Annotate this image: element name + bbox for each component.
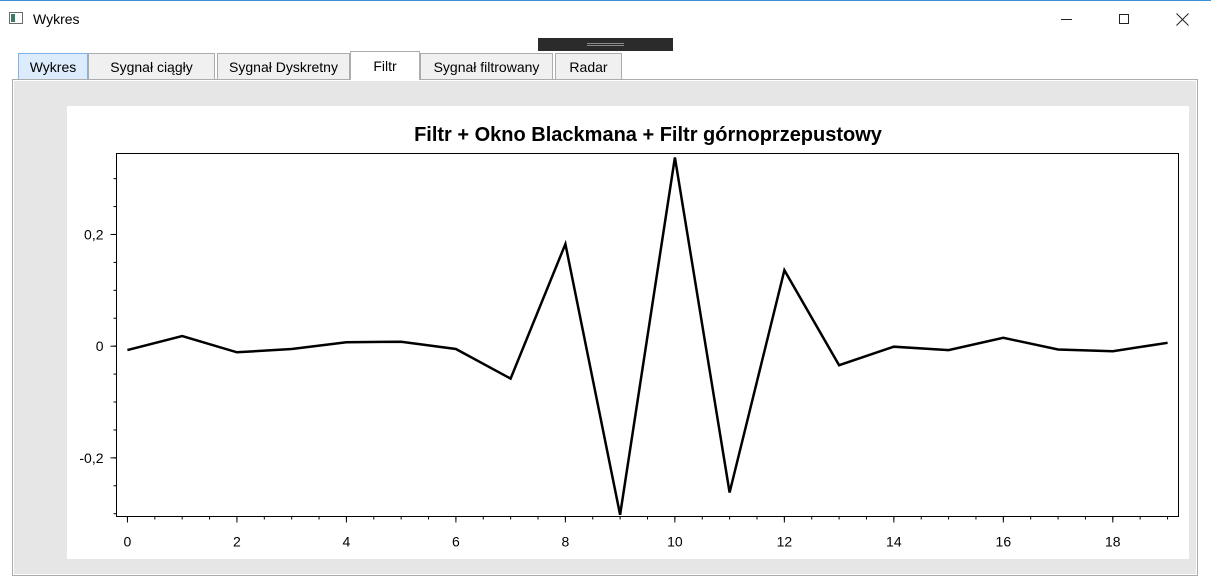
drag-grip-handle[interactable] [538,38,673,51]
minimize-icon [1060,18,1072,20]
tab-sygnal-filtrowany[interactable]: Sygnał filtrowany [420,53,553,79]
tab-label: Radar [569,58,608,75]
x-tick-label: 2 [233,534,241,550]
tab-sygnal-ciagly[interactable]: Sygnał ciągły [88,53,215,79]
maximize-button[interactable] [1095,1,1153,37]
tab-label: Sygnał ciągły [110,58,193,75]
series-group [127,157,1168,516]
tab-label: Wykres [29,58,77,75]
tab-strip: Wykres Sygnał ciągły Sygnał Dyskretny Fi… [0,51,1211,80]
tab-label: Filtr [373,58,397,74]
tab-wykres[interactable]: Wykres [18,53,88,79]
tab-sygnal-dyskretny[interactable]: Sygnał Dyskretny [217,53,350,79]
tab-radar[interactable]: Radar [555,53,622,79]
app-window-icon [9,12,23,24]
x-tick-label: 14 [886,534,902,550]
x-tick-label: 16 [996,534,1012,550]
minimize-button[interactable] [1037,1,1095,37]
y-tick-label: -0,2 [79,450,103,466]
tab-label: Sygnał Dyskretny [229,58,338,75]
x-tick-label: 12 [777,534,793,550]
y-tick-label: 0 [96,338,104,354]
tab-filtr[interactable]: Filtr [350,51,420,80]
window-top-border [0,0,1211,1]
title-bar[interactable]: Wykres [0,1,1211,37]
y-tick-label: 0,2 [84,226,104,242]
tab-label: Sygnał filtrowany [433,58,540,75]
x-tick-label: 6 [452,534,460,550]
x-axis: 0 2 4 6 8 10 12 14 16 18 [124,516,1169,550]
x-tick-label: 10 [667,534,683,550]
x-tick-label: 18 [1105,534,1121,550]
chart-area [67,106,1189,559]
x-tick-label: 8 [561,534,569,550]
series-line [127,157,1168,516]
chart-title: Filtr + Okno Blackmana + Filtr górnoprze… [414,124,883,146]
maximize-icon [1119,14,1129,24]
window-title: Wykres [33,11,80,27]
x-tick-label: 0 [124,534,132,550]
y-axis: -0,2 0 0,2 [79,178,117,515]
x-tick-label: 4 [343,534,351,550]
